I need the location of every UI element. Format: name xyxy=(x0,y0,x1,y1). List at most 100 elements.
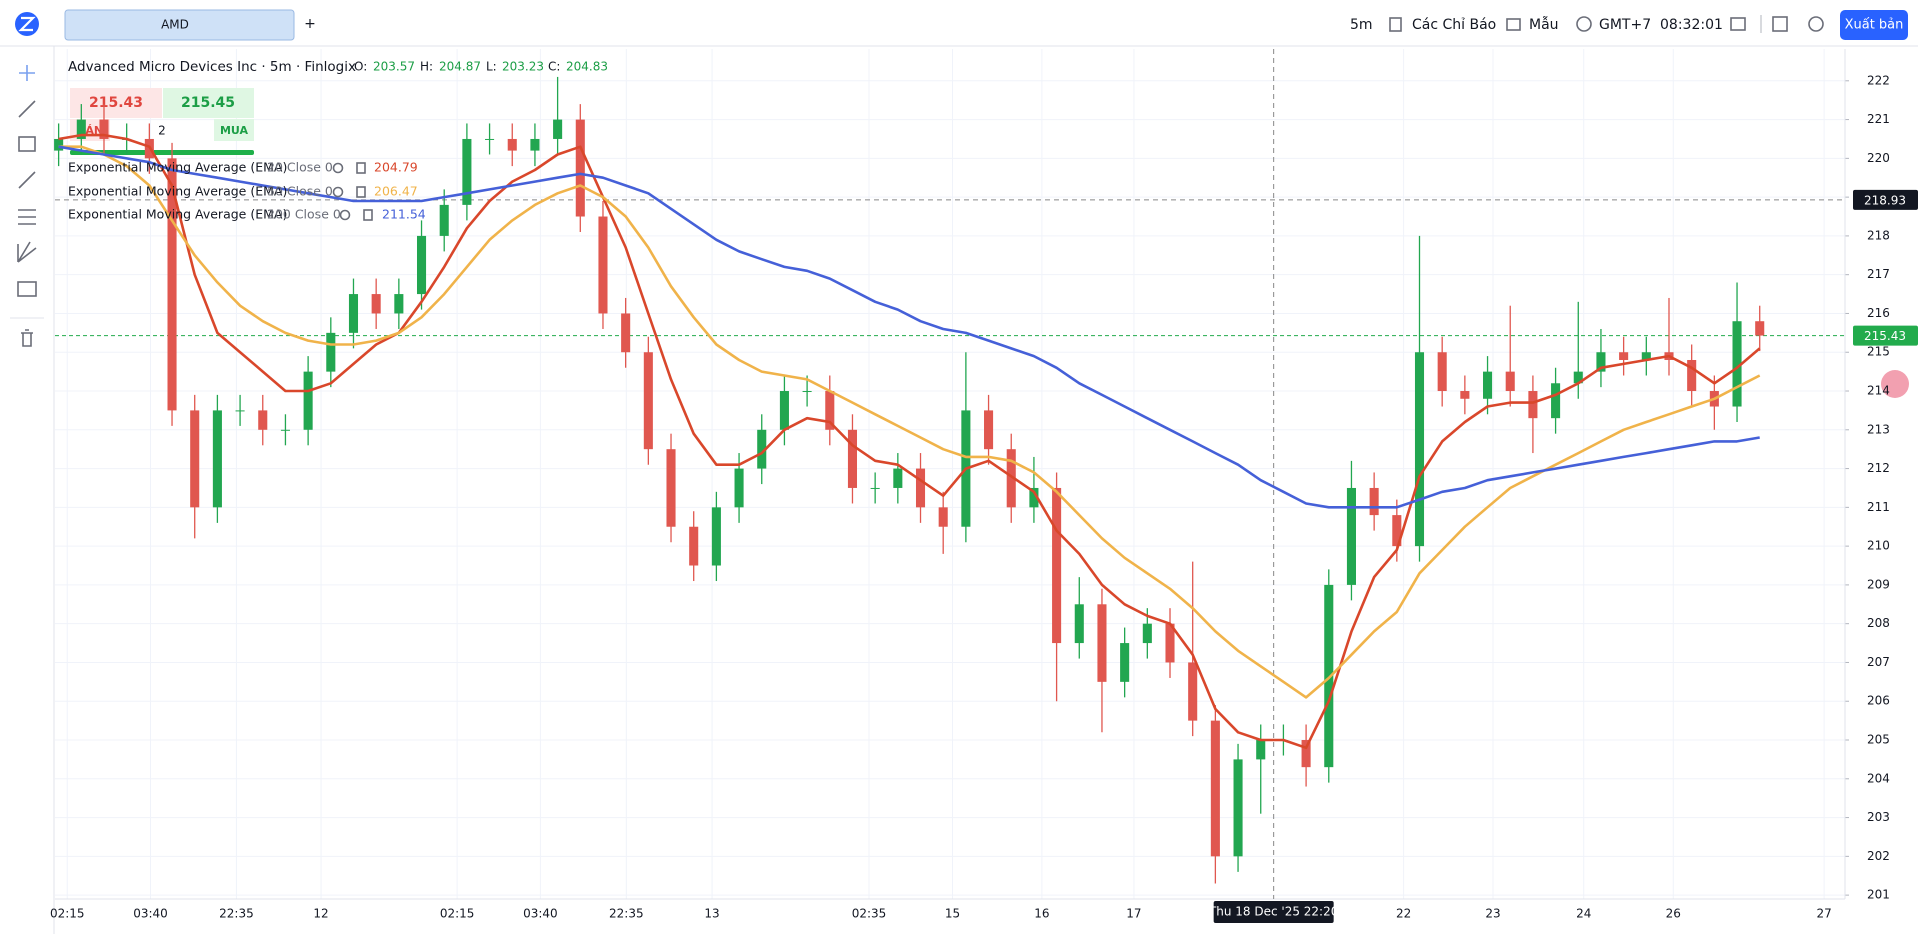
indicator-value: 206.47 xyxy=(374,184,418,199)
candle-body xyxy=(1074,604,1084,644)
settings-icon[interactable] xyxy=(1808,16,1824,32)
crosshair-tool[interactable] xyxy=(19,65,35,81)
indicators-button[interactable]: Các Chỉ Báo xyxy=(1412,17,1496,33)
publish-button[interactable] xyxy=(1840,10,1908,40)
y-tick-label: 206 xyxy=(1867,694,1890,708)
indicator-remove[interactable] xyxy=(356,186,366,198)
interval-button[interactable]: 5m xyxy=(1350,17,1373,33)
candle-body xyxy=(689,526,699,566)
ohlc-value: 204.83 xyxy=(566,60,608,74)
crosshair-price-label: 218.93 xyxy=(1864,193,1906,207)
candle-body xyxy=(439,204,449,236)
candle-body xyxy=(167,158,177,411)
y-tick-label: 208 xyxy=(1867,616,1890,630)
indicator-name: Exponential Moving Average (EMA) xyxy=(68,184,287,199)
candle-body xyxy=(1256,740,1266,760)
ohlc-value: 204.87 xyxy=(439,60,481,74)
timezone-icon xyxy=(1576,16,1592,32)
x-tick-label: 03:40 xyxy=(523,907,558,921)
x-tick-label: 02:35 xyxy=(852,907,887,921)
candle-body xyxy=(802,391,812,393)
candle-body xyxy=(1551,383,1561,419)
candle-body xyxy=(371,294,381,314)
y-tick-label: 207 xyxy=(1867,655,1890,669)
buy-button[interactable] xyxy=(214,119,254,141)
indicator-remove[interactable] xyxy=(356,162,366,174)
indicator-name: Exponential Moving Average (EMA) xyxy=(68,160,287,175)
candle-body xyxy=(1437,352,1447,392)
candle-body xyxy=(507,138,517,151)
x-tick-label: 17 xyxy=(1126,907,1141,921)
rectangle-tool[interactable] xyxy=(18,136,36,152)
candle-body xyxy=(1483,371,1493,399)
ema-line xyxy=(58,145,1760,509)
candle-body xyxy=(1392,515,1402,547)
y-tick-label: 203 xyxy=(1867,810,1890,824)
y-tick-label: 218 xyxy=(1867,228,1890,242)
y-tick-label: 215 xyxy=(1867,345,1890,359)
buy-box[interactable] xyxy=(163,88,254,118)
candle-body xyxy=(303,371,313,430)
add-tab[interactable]: + xyxy=(304,16,316,32)
candle-body xyxy=(1596,352,1606,372)
trend-line-tool[interactable] xyxy=(18,100,36,118)
y-tick-label: 214 xyxy=(1867,384,1890,398)
crosshair-time-box xyxy=(1213,901,1334,923)
candle-body xyxy=(235,410,245,412)
x-tick-label: 13 xyxy=(704,907,719,921)
templates-button[interactable]: Mẫu xyxy=(1529,16,1559,33)
logo-mark xyxy=(18,16,36,32)
candle-body xyxy=(394,294,404,314)
candle-body xyxy=(54,138,64,151)
candle-body xyxy=(190,410,200,508)
indicator-settings[interactable] xyxy=(332,162,344,174)
y-tick-label: 217 xyxy=(1867,267,1890,281)
indicator-settings[interactable] xyxy=(332,186,344,198)
candle-body xyxy=(1233,759,1243,857)
candle-body xyxy=(530,138,540,151)
delete-tool[interactable] xyxy=(21,329,33,347)
channel-tool[interactable] xyxy=(18,171,36,189)
buy-label: MUA xyxy=(220,124,249,137)
x-tick-label: 03:40 xyxy=(133,907,168,921)
candle-body xyxy=(1755,321,1765,336)
floating-widget[interactable] xyxy=(1881,370,1909,398)
candle-body xyxy=(1460,391,1470,399)
indicator-remove[interactable] xyxy=(363,209,373,221)
spread-bar xyxy=(70,150,254,155)
candle-body xyxy=(1142,623,1152,644)
candle-body xyxy=(779,391,789,430)
fib-tool[interactable] xyxy=(18,209,36,225)
candle-body xyxy=(462,138,472,205)
clock: 08:32:01 xyxy=(1660,17,1723,33)
candle-body xyxy=(598,216,608,314)
quantity[interactable]: 2 xyxy=(158,124,166,138)
candle-body xyxy=(1641,352,1651,360)
candle-body xyxy=(1573,371,1583,384)
candle-body xyxy=(1346,487,1356,585)
screenshot-icon[interactable] xyxy=(1730,17,1746,31)
candle-body xyxy=(984,410,994,450)
text-tool[interactable] xyxy=(17,281,37,297)
candle-body xyxy=(666,449,676,527)
candle-body xyxy=(757,429,767,469)
candle-body xyxy=(621,313,631,353)
ohlc-value: 203.23 xyxy=(502,60,544,74)
candle-body xyxy=(915,468,926,508)
gann-tool[interactable] xyxy=(17,241,37,263)
timezone-button[interactable]: GMT+7 xyxy=(1599,17,1651,33)
y-tick-label: 212 xyxy=(1867,461,1890,475)
sell-box[interactable] xyxy=(70,88,162,118)
indicator-value: 204.79 xyxy=(374,160,418,175)
ohlc-label: H: xyxy=(420,60,433,74)
indicator-settings[interactable] xyxy=(339,209,351,221)
publish-label: Xuất bản xyxy=(1845,18,1904,33)
y-tick-label: 209 xyxy=(1867,577,1890,591)
ohlc-label: C: xyxy=(548,60,560,74)
candle-body xyxy=(1505,371,1515,392)
candle-body xyxy=(1052,487,1062,644)
indicator-params: 20 Close 0 xyxy=(267,160,333,175)
ema-line xyxy=(58,133,1761,750)
symbol-tab[interactable] xyxy=(64,9,295,41)
layout-icon[interactable] xyxy=(1772,16,1788,32)
